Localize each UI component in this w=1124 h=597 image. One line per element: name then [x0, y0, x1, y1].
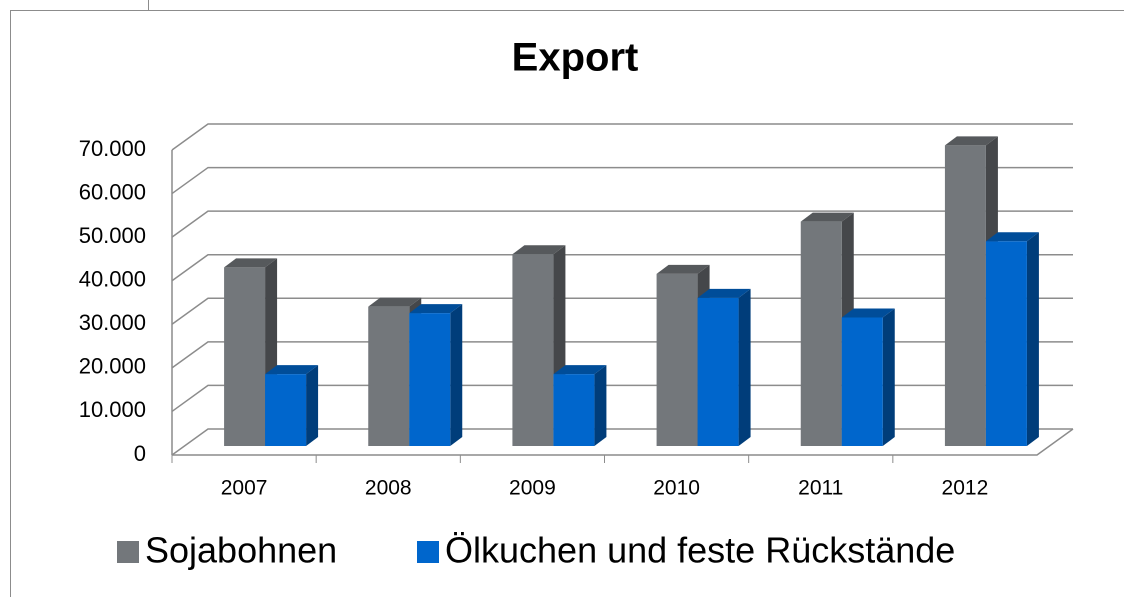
- bar-top: [697, 288, 751, 298]
- bar-front: [224, 267, 266, 446]
- bar: [553, 365, 607, 446]
- grid-line: [171, 166, 1073, 195]
- legend-label: Sojabohnen: [145, 530, 337, 571]
- y-tick-label: 10.000: [79, 397, 146, 422]
- grid-line: [171, 123, 1073, 151]
- legend-swatch: [417, 541, 439, 563]
- bar-side: [306, 365, 319, 446]
- bar-front: [553, 374, 595, 446]
- bar: [841, 308, 895, 446]
- bar-front: [368, 306, 410, 446]
- grid-line: [171, 210, 1073, 238]
- y-tick-label: 20.000: [79, 354, 146, 379]
- y-tick-label: 30.000: [79, 310, 146, 335]
- chart-frame: [10, 10, 1124, 597]
- bar-front: [841, 317, 883, 446]
- bar-front: [944, 145, 986, 446]
- legend-swatch: [117, 541, 139, 563]
- bar-front: [985, 241, 1027, 446]
- legend-label: Ölkuchen und feste Rückstände: [445, 530, 955, 571]
- y-tick-label: 60.000: [79, 179, 146, 204]
- bar-side: [1026, 232, 1039, 446]
- bar-front: [512, 254, 554, 446]
- bar-front: [800, 221, 842, 446]
- grid-line: [171, 384, 1073, 413]
- y-tick-label: 0: [134, 441, 146, 466]
- y-tick-label: 40.000: [79, 267, 146, 292]
- bar-top: [841, 308, 895, 318]
- bar-top: [944, 136, 998, 146]
- bar-side: [450, 304, 463, 446]
- bar-top: [512, 245, 566, 255]
- bar-top: [553, 365, 607, 375]
- bar-front: [409, 313, 451, 446]
- bar-top: [224, 258, 278, 268]
- x-tick-label: 2010: [653, 477, 700, 500]
- bar-top: [985, 232, 1039, 242]
- chart-title: Export: [512, 36, 639, 80]
- y-tick-label: 70.000: [79, 136, 146, 161]
- bar-front: [697, 297, 739, 446]
- grid-line: [171, 297, 1073, 325]
- bar: [409, 304, 463, 446]
- bar-side: [738, 288, 751, 446]
- x-tick-label: 2012: [942, 477, 989, 500]
- grid-line: [171, 253, 1073, 282]
- bar: [697, 288, 751, 446]
- grid-line: [171, 428, 1073, 456]
- bar-top: [265, 365, 319, 375]
- x-tick-label: 2007: [221, 477, 268, 500]
- bar: [265, 365, 319, 446]
- bar: [985, 232, 1039, 446]
- bar-top: [800, 212, 854, 222]
- bar-front: [656, 273, 698, 446]
- bar-top: [368, 297, 422, 307]
- bar-front: [265, 374, 307, 446]
- bar-top: [656, 264, 710, 274]
- bar-side: [594, 365, 607, 446]
- x-tick-label: 2009: [509, 477, 556, 500]
- bar-side: [882, 308, 895, 446]
- y-tick-label: 50.000: [79, 223, 146, 248]
- bar-top: [409, 304, 463, 314]
- grid-line: [171, 341, 1073, 369]
- x-tick-label: 2008: [365, 477, 412, 500]
- x-tick-label: 2011: [798, 477, 843, 500]
